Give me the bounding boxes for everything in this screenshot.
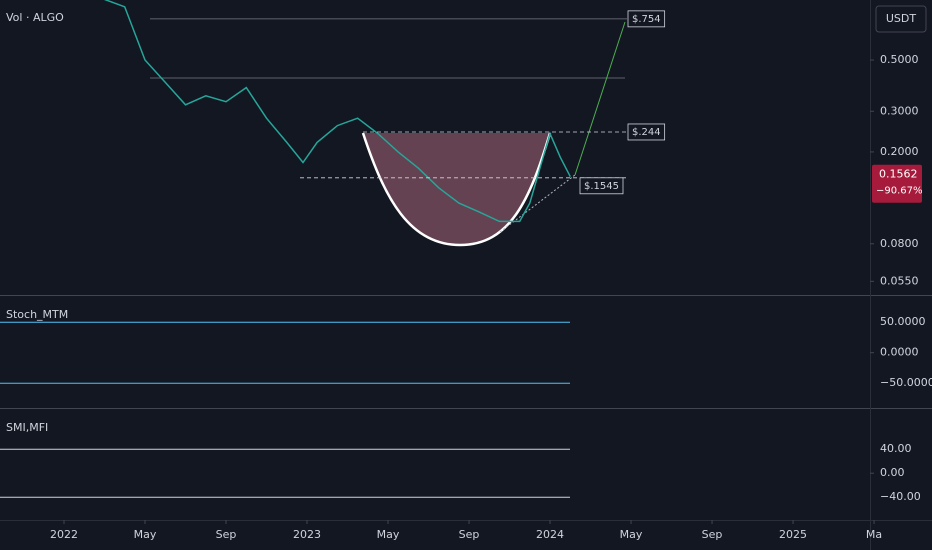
price-line (103, 0, 571, 223)
target-box (579, 177, 624, 195)
cup-fill (363, 133, 550, 245)
plot-area (103, 0, 571, 223)
x-tick-label: 2025 (779, 528, 807, 541)
currency[interactable]: USDT (886, 12, 917, 25)
x-tick-label: Sep (702, 528, 723, 541)
x-tick-label: 2022 (50, 528, 78, 541)
x-tick-label: Sep (459, 528, 480, 541)
target-box (627, 123, 666, 141)
x-tick-label: 2024 (536, 528, 564, 541)
y-tick-label: 0.0000 (880, 346, 919, 359)
last-price-box (872, 164, 922, 203)
target-label: $.244 (632, 127, 661, 138)
x-tick-label: 2023 (293, 528, 321, 541)
y-tick-label: 0.00 (880, 466, 905, 479)
y-tick-label: 40.00 (880, 442, 912, 455)
x-tick-label: Ma (866, 528, 882, 541)
y-tick-label: 0.0550 (880, 274, 919, 287)
x-tick-label: May (134, 528, 157, 541)
y-tick-label: −50.0000 (880, 376, 932, 389)
currency-box[interactable] (875, 5, 927, 33)
target-label: $.754 (632, 14, 661, 25)
last-price: 0.1562 (879, 168, 918, 181)
y-tick-label: −40.00 (880, 490, 921, 503)
target-box (627, 10, 666, 28)
target-label: $.1545 (584, 181, 619, 192)
projection-arrow (574, 21, 626, 176)
pane-title: SMI,MFI (6, 421, 48, 434)
symbol-label: Vol · ALGO (6, 11, 64, 24)
y-tick-label: 0.5000 (880, 53, 919, 66)
y-tick-label: 50.0000 (880, 315, 926, 328)
y-tick-label: 0.0800 (880, 237, 919, 250)
y-tick-label: 0.2000 (880, 145, 919, 158)
last-change: −90.67% (876, 186, 923, 197)
cup-outline (361, 132, 552, 247)
pane-title: Stoch_MTM (6, 308, 68, 321)
x-tick-label: May (620, 528, 643, 541)
x-tick-label: May (377, 528, 400, 541)
y-tick-label: 0.3000 (880, 104, 919, 117)
x-tick-label: Sep (216, 528, 237, 541)
